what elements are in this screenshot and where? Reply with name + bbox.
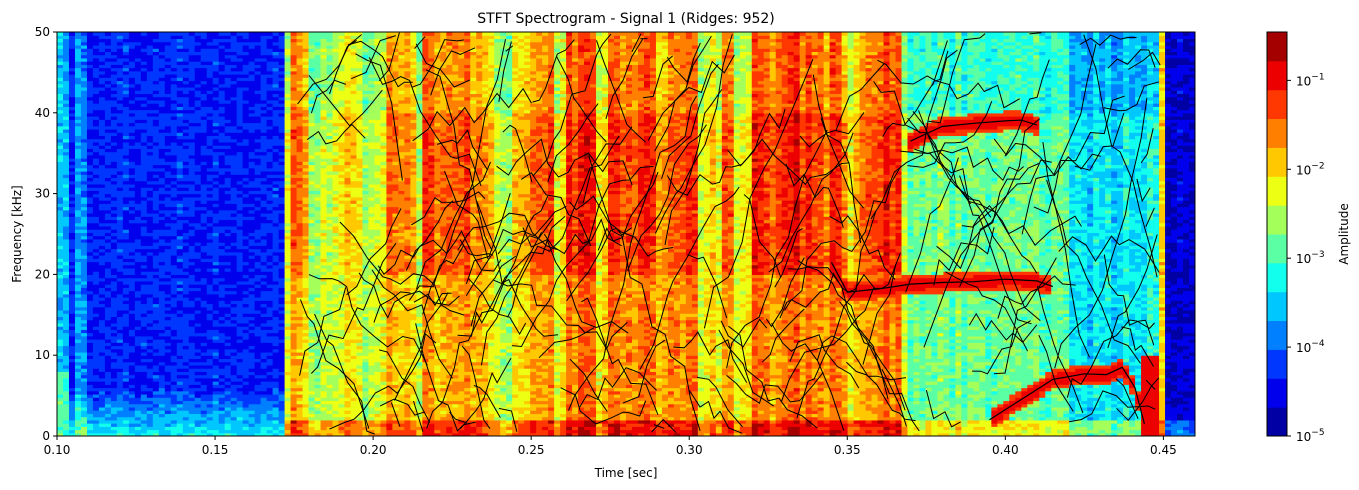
spectrogram-cell	[261, 32, 268, 36]
spectrogram-cell	[117, 32, 124, 36]
spectrogram-cell	[285, 32, 292, 36]
spectrogram-cell	[213, 32, 220, 36]
spectrogram-cell	[111, 32, 118, 36]
spectrogram-cell	[153, 32, 160, 36]
spectrogram-cell	[129, 32, 136, 36]
spectrogram-cell	[207, 32, 214, 36]
spectrogram-cell	[225, 32, 232, 36]
spectrogram-cell	[69, 32, 76, 36]
spectrogram-cell	[81, 32, 88, 36]
spectrogram-cell	[57, 32, 64, 36]
spectrogram-cell	[255, 32, 262, 36]
spectrogram-cell	[273, 32, 280, 36]
spectrogram-cell	[159, 32, 166, 36]
spectrogram-cell	[165, 32, 172, 36]
spectrogram-cell	[147, 32, 154, 36]
spectrogram-cell	[243, 32, 250, 36]
spectrogram-cell	[267, 32, 274, 36]
spectrogram-cell	[201, 32, 208, 36]
spectrogram-cell	[189, 32, 196, 36]
spectrogram-cell	[63, 32, 70, 36]
spectrogram-cell	[279, 32, 286, 36]
plot-area	[57, 32, 1196, 437]
spectrogram-cell	[183, 32, 190, 36]
spectrogram-cell	[177, 32, 184, 36]
spectrogram-cell	[123, 32, 130, 36]
spectrogram-cell	[93, 32, 100, 36]
spectrogram-cell	[231, 32, 238, 36]
spectrogram-cell	[75, 32, 82, 36]
spectrogram-cell	[135, 32, 142, 36]
spectrogram-cell	[195, 32, 202, 36]
spectrogram-cell	[171, 32, 178, 36]
spectrogram-cell	[87, 32, 94, 36]
spectrogram-cell	[249, 32, 256, 36]
spectrogram-cell	[237, 32, 244, 36]
spectrogram-cell	[141, 32, 148, 36]
spectrogram-cell	[105, 32, 112, 36]
spectrogram-cell	[99, 32, 106, 36]
spectrogram-cell	[219, 32, 226, 36]
